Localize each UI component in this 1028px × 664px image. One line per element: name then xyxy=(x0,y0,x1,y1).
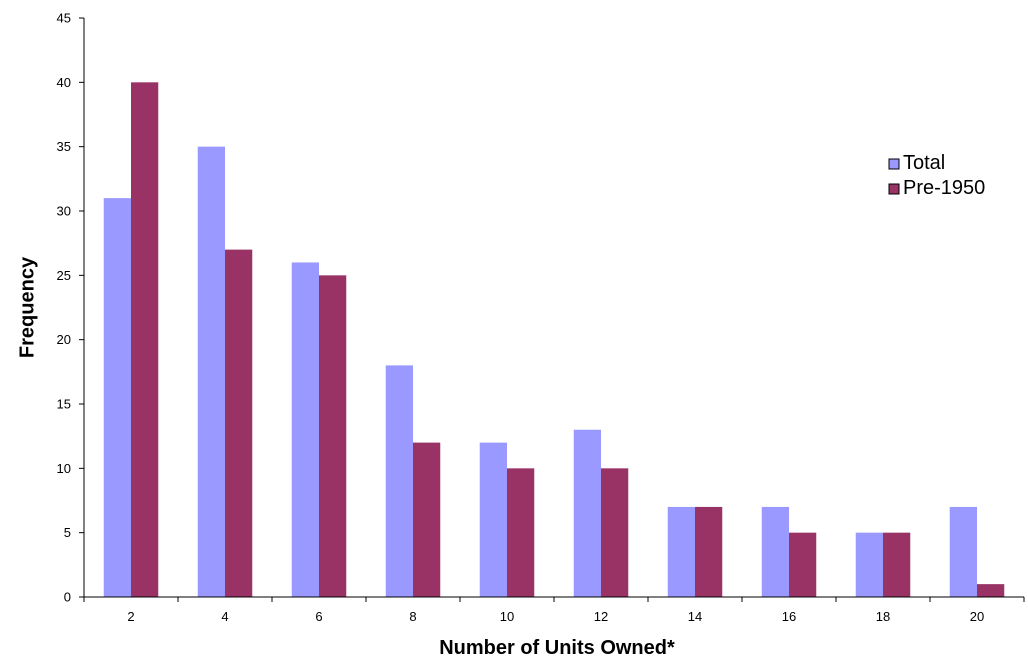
legend-label-total: Total xyxy=(903,152,945,174)
bar-pre-1950-8 xyxy=(413,442,441,597)
x-axis-ticks: 2 4 6 8 10 12 14 16 18 20 xyxy=(83,597,1025,624)
y-tick-label: 40 xyxy=(57,75,71,90)
x-tick-label: 8 xyxy=(409,609,416,624)
legend-label-pre-1950: Pre-1950 xyxy=(903,177,985,199)
x-tick-label: 18 xyxy=(876,609,890,624)
bar-pre-1950-10 xyxy=(507,468,535,597)
bar-pre-1950-12 xyxy=(601,468,629,597)
x-tick-label: 4 xyxy=(221,609,228,624)
bar-pre-1950-18 xyxy=(883,532,911,597)
x-tick-label: 10 xyxy=(500,609,514,624)
y-tick-label: 45 xyxy=(57,11,71,26)
legend: Total Pre-1950 xyxy=(888,152,985,199)
y-tick-label: 15 xyxy=(57,397,71,412)
x-tick-label: 2 xyxy=(127,609,134,624)
y-tick-label: 30 xyxy=(57,204,71,219)
y-axis-title: Frequency xyxy=(16,256,38,358)
bar-total-18 xyxy=(855,532,883,597)
bar-total-2 xyxy=(103,198,131,597)
bar-pre-1950-6 xyxy=(319,275,347,597)
y-tick-label: 35 xyxy=(57,139,71,154)
y-tick-label: 5 xyxy=(64,525,71,540)
bar-pre-1950-20 xyxy=(977,584,1005,597)
bar-total-16 xyxy=(761,506,789,597)
bar-total-8 xyxy=(385,365,413,597)
y-tick-label: 20 xyxy=(57,332,71,347)
bar-total-14 xyxy=(667,506,695,597)
legend-swatch-pre-1950 xyxy=(888,183,900,195)
y-tick-label: 25 xyxy=(57,268,71,283)
bars-group xyxy=(103,82,1005,598)
bar-total-10 xyxy=(479,442,507,597)
y-axis-ticks: 0 5 10 15 20 25 30 35 40 45 xyxy=(57,11,84,605)
bar-pre-1950-4 xyxy=(225,249,253,597)
bar-pre-1950-2 xyxy=(131,82,159,598)
bar-pre-1950-16 xyxy=(789,532,817,597)
legend-swatch-total xyxy=(888,158,900,170)
x-tick-label: 12 xyxy=(594,609,608,624)
x-tick-label: 14 xyxy=(688,609,702,624)
x-tick-label: 16 xyxy=(782,609,796,624)
x-tick-label: 20 xyxy=(970,609,984,624)
y-tick-label: 0 xyxy=(64,590,71,605)
x-axis-title: Number of Units Owned* xyxy=(439,637,675,659)
bar-total-20 xyxy=(949,506,977,597)
bar-total-6 xyxy=(291,262,319,597)
bar-total-12 xyxy=(573,429,601,597)
bar-pre-1950-14 xyxy=(695,506,723,597)
x-tick-label: 6 xyxy=(315,609,322,624)
bar-total-4 xyxy=(197,146,225,597)
y-tick-label: 10 xyxy=(57,461,71,476)
